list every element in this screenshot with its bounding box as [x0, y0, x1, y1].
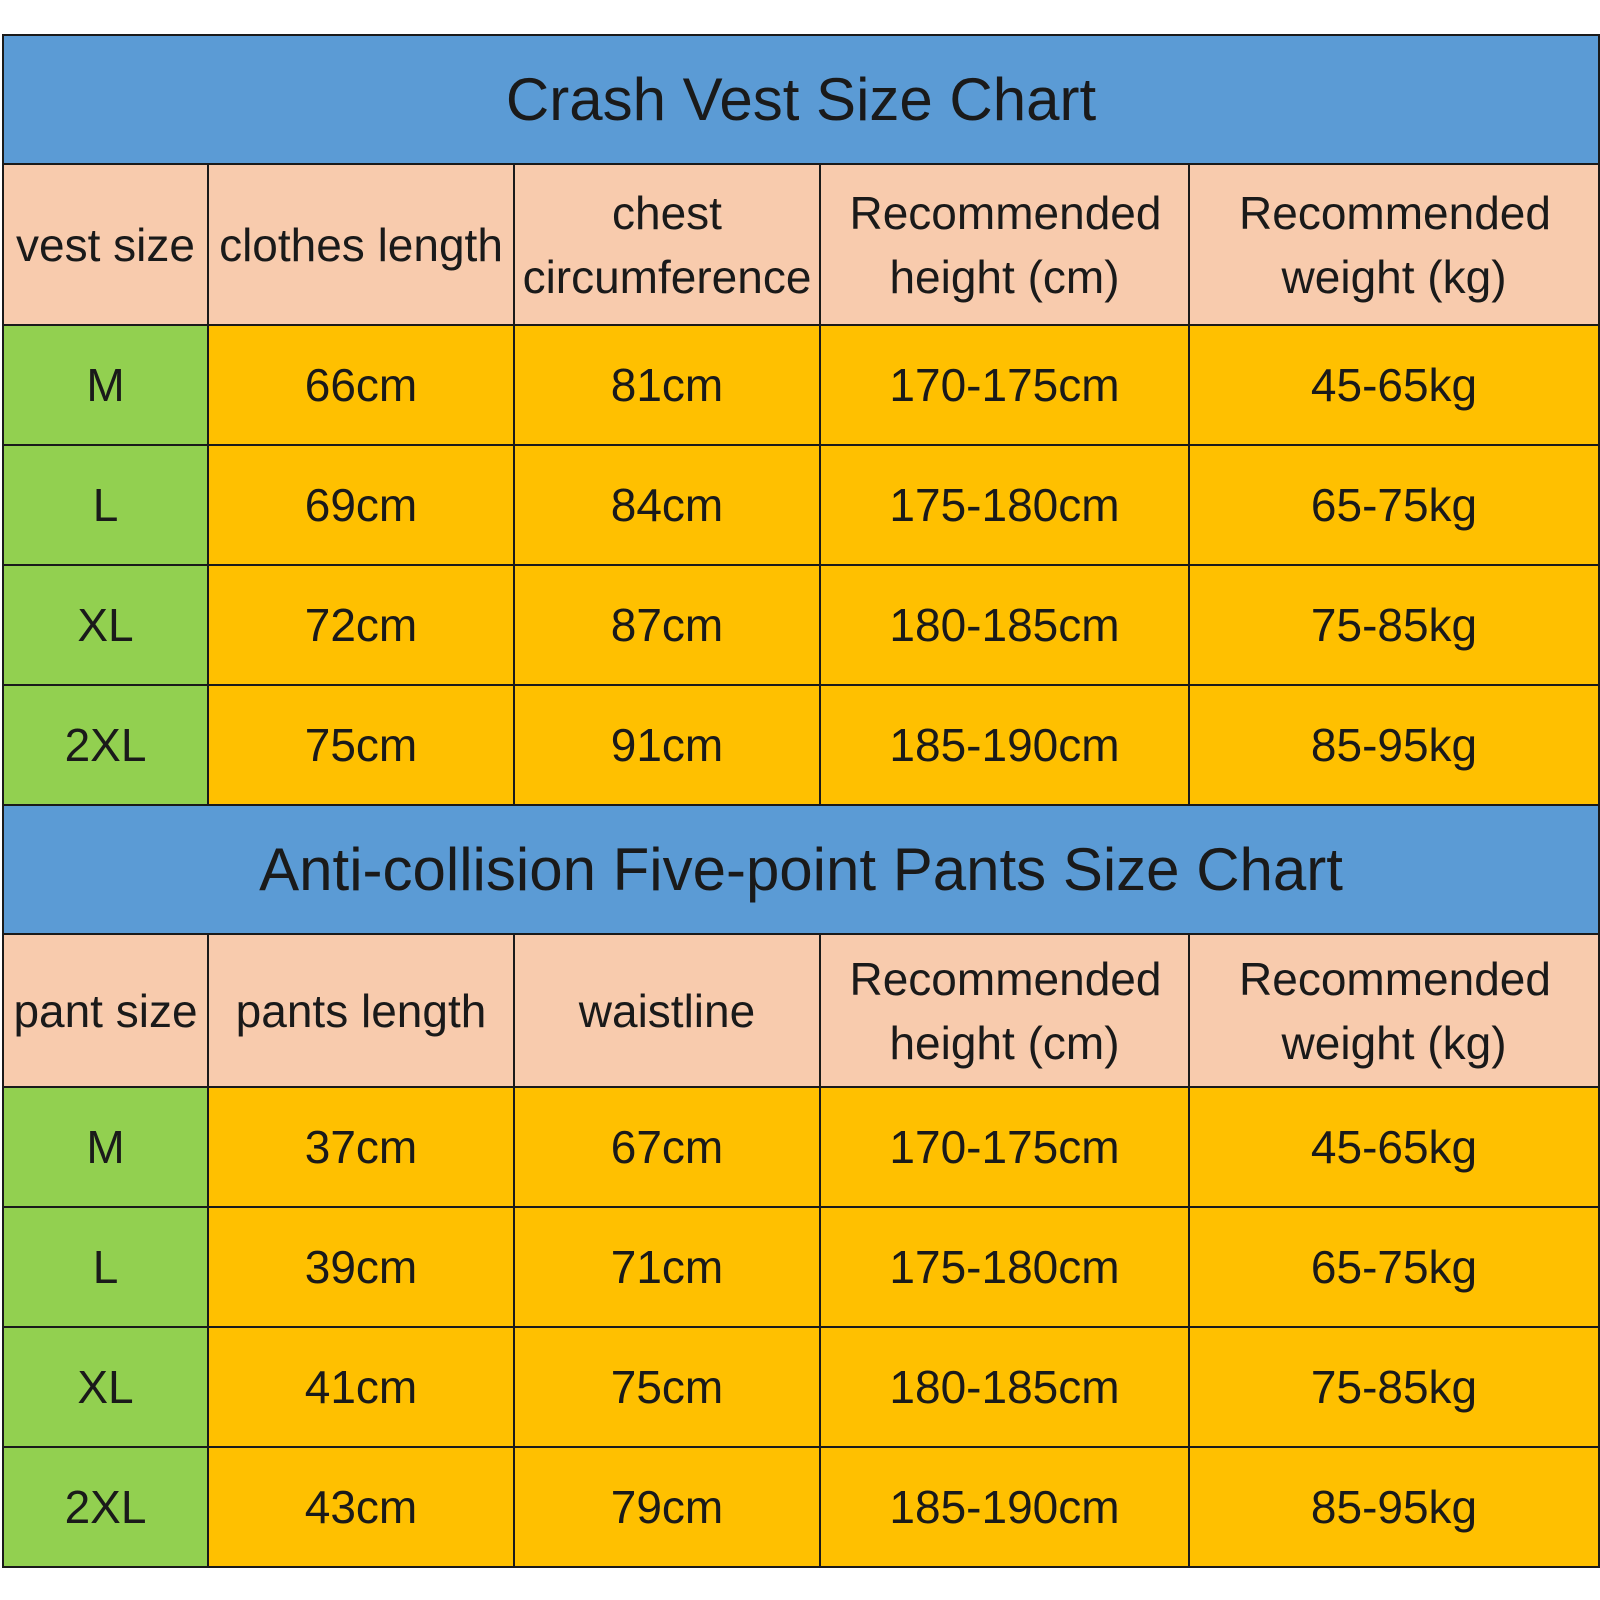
pants-chart-title: Anti-collision Five-point Pants Size Cha… [1, 804, 1600, 935]
vest-chest-cell: 81cm [513, 324, 821, 447]
pants-weight-cell: 65-75kg [1187, 1206, 1600, 1329]
vest-length-cell: 66cm [207, 324, 515, 447]
pants-header-length: pants length [207, 932, 515, 1089]
pants-length-cell: 41cm [207, 1326, 515, 1448]
vest-height-cell: 175-180cm [819, 444, 1190, 567]
pants-size-cell: 2XL [2, 1446, 209, 1568]
pants-header-length-label: pants length [235, 984, 487, 1037]
pants-header-height: Recommended height (cm) [819, 932, 1190, 1089]
table-row: 2XL 75cm 91cm 185-190cm 85-95kg [2, 684, 1600, 806]
pants-size-cell: M [2, 1086, 209, 1209]
vest-header-height: Recommended height (cm) [819, 162, 1190, 327]
vest-header-size: vest size [2, 162, 209, 327]
table-row: XL 72cm 87cm 180-185cm 75-85kg [2, 564, 1600, 687]
vest-header-chest-label: chest circumference [522, 186, 812, 303]
vest-length-cell: 75cm [207, 684, 515, 806]
table-row: L 39cm 71cm 175-180cm 65-75kg [2, 1206, 1600, 1329]
vest-size-cell: M [2, 324, 209, 447]
pants-header-weight-label: Recommended weight (kg) [1239, 952, 1551, 1069]
vest-size-cell: XL [2, 564, 209, 687]
vest-weight-cell: 85-95kg [1187, 684, 1600, 806]
pants-waist-cell: 79cm [513, 1446, 821, 1568]
pants-height-cell: 180-185cm [819, 1326, 1190, 1448]
vest-height-cell: 170-175cm [819, 324, 1190, 447]
vest-size-cell: L [2, 444, 209, 567]
pants-header-size-label: pant size [13, 984, 198, 1037]
vest-header-weight-label: Recommended weight (kg) [1239, 186, 1551, 303]
pants-length-cell: 39cm [207, 1206, 515, 1329]
vest-header-length: clothes length [207, 162, 515, 327]
pants-title-row: Anti-collision Five-point Pants Size Cha… [1, 804, 1600, 935]
pants-length-cell: 37cm [207, 1086, 515, 1209]
vest-chest-cell: 87cm [513, 564, 821, 687]
pants-height-cell: 175-180cm [819, 1206, 1190, 1329]
vest-chart-title: Crash Vest Size Chart [1, 34, 1600, 165]
vest-header-row: vest size clothes length chest circumfer… [2, 162, 1600, 327]
pants-length-cell: 43cm [207, 1446, 515, 1568]
vest-header-length-label: clothes length [219, 218, 503, 271]
vest-header-size-label: vest size [16, 218, 195, 271]
pants-size-cell: XL [2, 1326, 209, 1448]
table-row: 2XL 43cm 79cm 185-190cm 85-95kg [2, 1446, 1600, 1568]
table-row: M 66cm 81cm 170-175cm 45-65kg [2, 324, 1600, 447]
pants-header-height-label: Recommended height (cm) [849, 952, 1162, 1069]
vest-length-cell: 69cm [207, 444, 515, 567]
vest-header-chest: chest circumference [513, 162, 821, 327]
pants-waist-cell: 75cm [513, 1326, 821, 1448]
pants-waist-cell: 67cm [513, 1086, 821, 1209]
pants-height-cell: 170-175cm [819, 1086, 1190, 1209]
pants-header-waist-label: waistline [578, 984, 756, 1037]
vest-header-height-label: Recommended height (cm) [849, 186, 1162, 303]
pants-header-weight: Recommended weight (kg) [1187, 932, 1600, 1089]
table-row: L 69cm 84cm 175-180cm 65-75kg [2, 444, 1600, 567]
size-chart: Crash Vest Size Chart vest size clothes … [1, 34, 1600, 1568]
vest-chest-cell: 91cm [513, 684, 821, 806]
pants-weight-cell: 45-65kg [1187, 1086, 1600, 1209]
vest-weight-cell: 45-65kg [1187, 324, 1600, 447]
pants-size-cell: L [2, 1206, 209, 1329]
pants-header-waist: waistline [513, 932, 821, 1089]
vest-chest-cell: 84cm [513, 444, 821, 567]
pants-header-row: pant size pants length waistline Recomme… [2, 932, 1600, 1089]
pants-header-size: pant size [2, 932, 209, 1089]
vest-height-cell: 185-190cm [819, 684, 1190, 806]
table-row: XL 41cm 75cm 180-185cm 75-85kg [2, 1326, 1600, 1448]
vest-title-row: Crash Vest Size Chart [1, 34, 1600, 165]
pants-weight-cell: 85-95kg [1187, 1446, 1600, 1568]
vest-height-cell: 180-185cm [819, 564, 1190, 687]
pants-weight-cell: 75-85kg [1187, 1326, 1600, 1448]
vest-size-cell: 2XL [2, 684, 209, 806]
vest-weight-cell: 75-85kg [1187, 564, 1600, 687]
pants-waist-cell: 71cm [513, 1206, 821, 1329]
size-chart-table: Crash Vest Size Chart vest size clothes … [1, 34, 1600, 1568]
vest-weight-cell: 65-75kg [1187, 444, 1600, 567]
vest-length-cell: 72cm [207, 564, 515, 687]
pants-height-cell: 185-190cm [819, 1446, 1190, 1568]
table-row: M 37cm 67cm 170-175cm 45-65kg [2, 1086, 1600, 1209]
vest-header-weight: Recommended weight (kg) [1187, 162, 1600, 327]
